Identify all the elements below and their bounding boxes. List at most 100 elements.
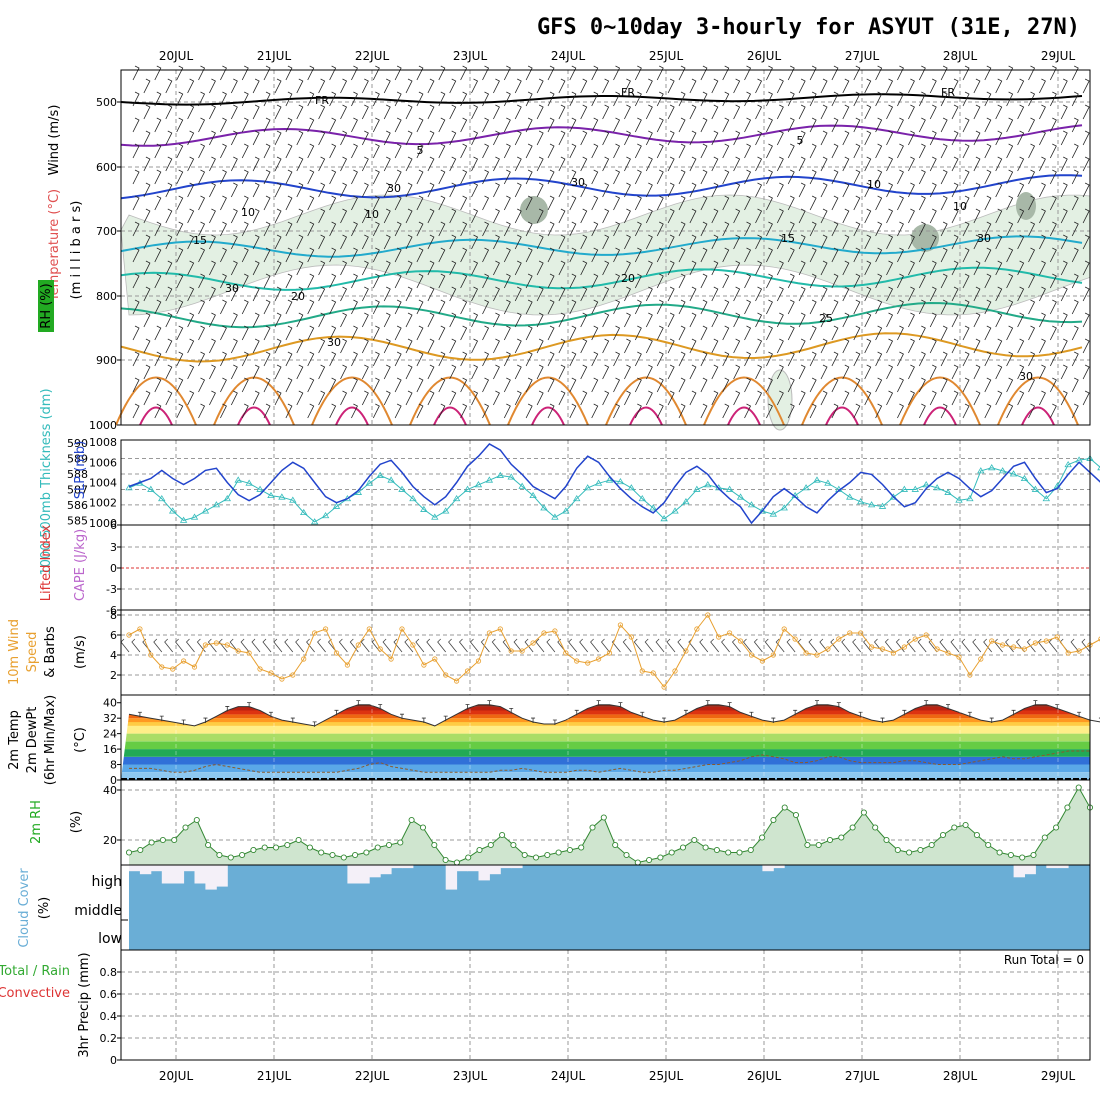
wind-barb	[263, 351, 271, 367]
wind-barb	[154, 221, 162, 237]
minmax-marker	[203, 717, 208, 724]
cloud-middle-label: middle	[74, 903, 122, 919]
wind-barb	[263, 403, 271, 419]
wind-barb	[547, 65, 555, 81]
wind-barb	[230, 390, 238, 406]
tick-label: 0	[110, 774, 117, 787]
wind-barb	[667, 260, 675, 276]
rh-point	[646, 856, 653, 864]
wind-barb	[667, 338, 675, 354]
tick-label: 32	[103, 712, 117, 725]
rh-point	[623, 851, 630, 859]
wind-barb	[187, 208, 195, 224]
wind-barb	[569, 273, 577, 289]
wind-barb	[187, 234, 195, 250]
wind-barb	[1039, 312, 1046, 328]
wind-barb	[241, 377, 249, 393]
wind-barb	[372, 65, 380, 81]
wind-speed-point	[617, 622, 624, 628]
wind-barb	[416, 143, 424, 159]
wind-barb	[853, 351, 861, 367]
wind-barb	[307, 325, 315, 341]
wind-barb	[143, 78, 151, 94]
wind-barb	[329, 273, 337, 289]
wind-barb	[1060, 78, 1068, 94]
wind-barb	[383, 286, 391, 302]
wind-barb	[274, 78, 282, 94]
thickness-point	[660, 515, 668, 522]
wind-barb	[525, 195, 533, 211]
wind-barb	[285, 65, 293, 81]
wind-barb	[1060, 104, 1068, 120]
wind-barb	[1017, 338, 1025, 354]
wind-barb	[154, 325, 162, 341]
wind-barb	[744, 65, 752, 81]
high-cloud-bar	[369, 865, 381, 878]
wind-barb	[1006, 403, 1014, 419]
wind-barb	[296, 338, 304, 354]
wind-barb	[766, 325, 773, 341]
hot-arc	[923, 406, 957, 426]
wind-barb	[908, 156, 915, 172]
minmax-marker	[268, 711, 273, 718]
wind-barb	[198, 91, 206, 107]
surface-barb	[622, 638, 632, 653]
wind-barb	[1028, 195, 1036, 211]
hot-arc	[531, 406, 565, 426]
wind-barb	[853, 325, 861, 341]
minmax-marker	[421, 717, 426, 724]
wind-barb	[820, 312, 828, 328]
precip-unit-label: 3hr Precip (mm)	[77, 952, 92, 1057]
wind-barb	[296, 130, 304, 146]
wind-barb	[995, 260, 1003, 276]
rh-point	[544, 851, 551, 859]
wind-barb	[908, 286, 915, 302]
rh-point	[578, 844, 585, 851]
surface-barb	[579, 638, 589, 653]
wind-barb	[318, 78, 326, 94]
wind-barb	[449, 312, 457, 328]
wind-barb	[427, 260, 435, 276]
wind-barb	[755, 104, 763, 120]
wind-barb	[711, 286, 719, 302]
wind-speed-point	[235, 648, 241, 654]
wind-barb	[722, 351, 730, 367]
wind-barb	[416, 273, 424, 289]
wind-barb	[645, 208, 653, 224]
wind-barb	[361, 338, 369, 354]
wind-barb	[285, 117, 293, 133]
wind-barb	[471, 208, 479, 224]
wind-barb	[700, 91, 708, 107]
wind-barb	[1028, 65, 1036, 81]
wind-barb	[908, 104, 915, 120]
wind-barb	[318, 234, 326, 250]
wind-barb	[962, 377, 970, 393]
thickness-point	[245, 479, 253, 486]
wind-speed-point	[224, 642, 230, 648]
wind-barb	[689, 312, 697, 328]
wind-barb	[842, 338, 850, 354]
wind-barb	[1039, 104, 1046, 120]
wind-speed-point	[825, 646, 831, 652]
surface-barb	[295, 638, 305, 653]
wind-barb	[1028, 325, 1036, 341]
surface-barb	[961, 638, 971, 653]
surface-barb	[415, 638, 425, 653]
wind-barb	[602, 260, 610, 276]
wind-barb	[864, 156, 872, 172]
thickness-point	[496, 471, 505, 478]
tick-label: 16	[103, 743, 117, 756]
wind-barb	[897, 195, 904, 211]
minmax-marker	[683, 709, 688, 716]
thickness-point	[551, 513, 559, 520]
wind-barb	[525, 325, 533, 341]
wind-barb	[1017, 182, 1025, 198]
wind-barb	[973, 78, 981, 94]
wind-barb	[471, 390, 479, 406]
wind-barb	[438, 325, 446, 341]
wind-barb	[886, 312, 894, 328]
wind-barb	[154, 273, 162, 289]
wind-barb	[1049, 377, 1057, 393]
wind-barb	[918, 403, 926, 419]
